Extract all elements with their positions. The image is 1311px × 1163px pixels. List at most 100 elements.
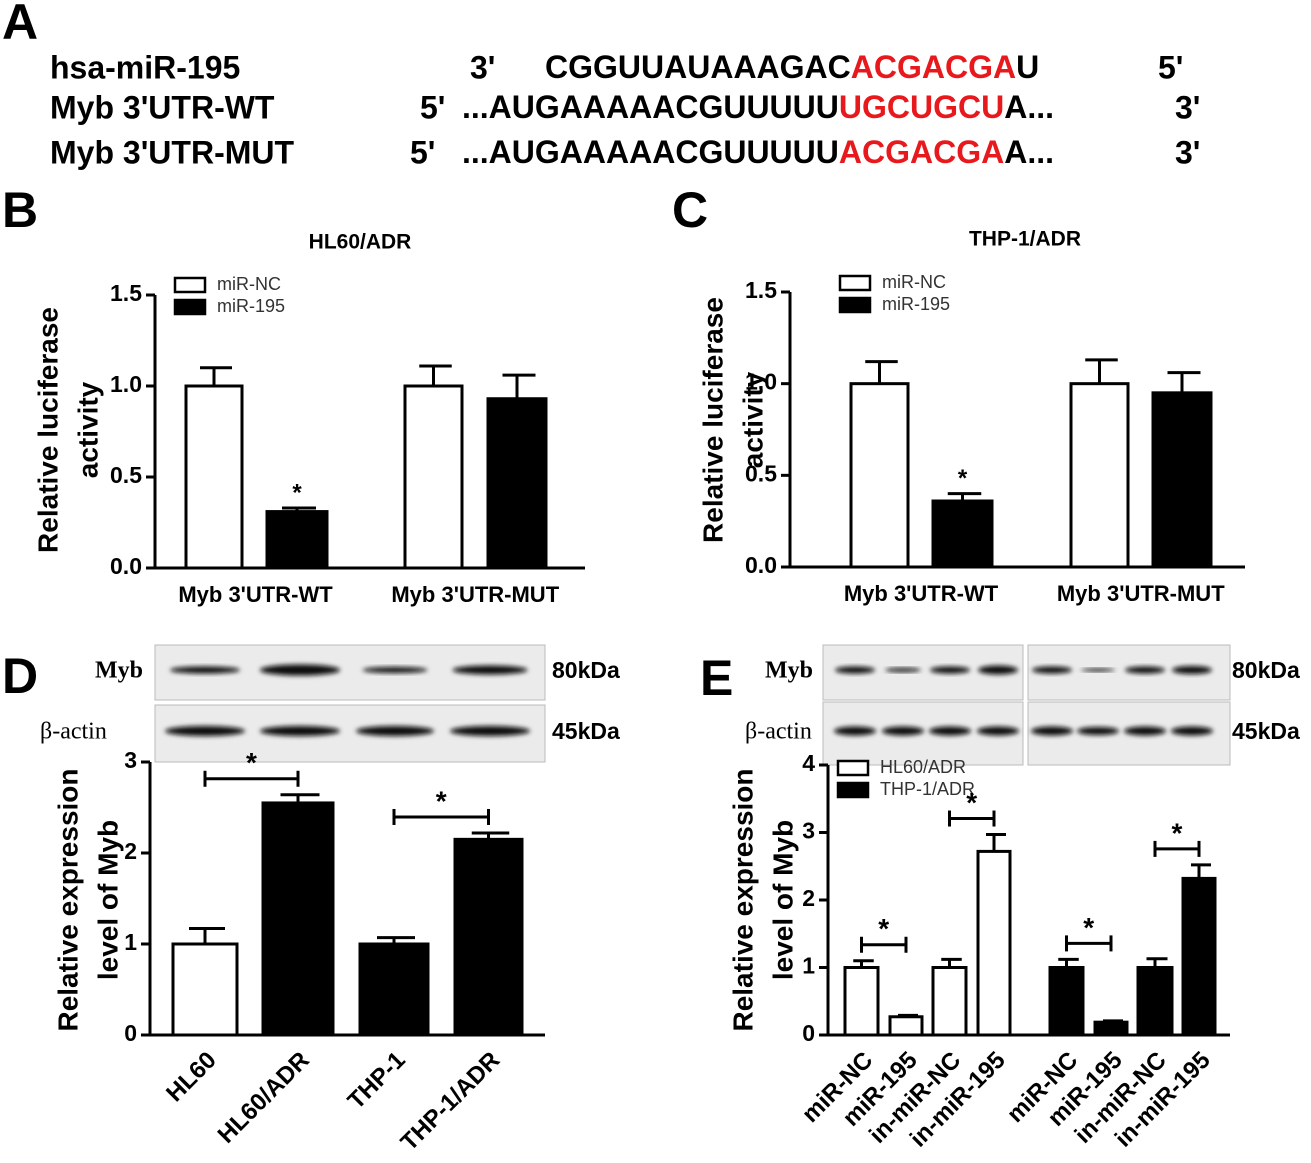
blot-band bbox=[1171, 726, 1213, 736]
panel-label: E bbox=[700, 650, 733, 706]
legend-label: miR-NC bbox=[217, 274, 281, 294]
legend-swatch bbox=[838, 274, 872, 292]
significance: * bbox=[1083, 912, 1094, 943]
significance: * bbox=[292, 479, 302, 506]
y-tick-label: 0 bbox=[802, 1020, 815, 1046]
blot-size: 45kDa bbox=[552, 718, 620, 744]
seed-region: ACGACGA bbox=[839, 134, 1004, 170]
blot-label: Myb bbox=[765, 658, 813, 684]
blot-band bbox=[834, 726, 876, 736]
bar bbox=[888, 1015, 924, 1037]
blot-band bbox=[170, 666, 240, 674]
blot-band bbox=[356, 726, 434, 736]
panel-label: A bbox=[2, 0, 38, 50]
sequence: ...AUGAAAAACGUUUUUUGCUGCUA... bbox=[462, 89, 1054, 125]
blot-band bbox=[929, 726, 971, 736]
y-axis-label: Relative luciferase bbox=[32, 307, 63, 553]
bar bbox=[184, 384, 244, 570]
x-tick-label: Myb 3'UTR-MUT bbox=[391, 582, 559, 607]
bar bbox=[261, 801, 335, 1037]
sequence-part: CGGUUAUAAAGAC bbox=[545, 49, 851, 85]
x-tick-label: HL60 bbox=[161, 1047, 222, 1108]
sequence-part: A... bbox=[1004, 134, 1054, 170]
y-tick-label: 0 bbox=[124, 1020, 137, 1046]
y-tick-label: 2 bbox=[124, 838, 137, 864]
y-tick-label: 3 bbox=[124, 747, 137, 773]
sequence: ...AUGAAAAACGUUUUUACGACGAA... bbox=[462, 134, 1054, 170]
y-tick-label: 1.5 bbox=[110, 280, 142, 306]
sequence: CGGUUAUAAAGACACGACGAU bbox=[545, 49, 1039, 85]
sequence-end: 5' bbox=[420, 89, 445, 125]
bar bbox=[171, 942, 239, 1037]
y-axis-label: activity bbox=[72, 381, 103, 478]
x-tick-label: THP-1 bbox=[343, 1047, 411, 1115]
sequence-part: A... bbox=[1004, 89, 1054, 125]
y-tick-label: 3 bbox=[802, 818, 815, 844]
sequence-part: ...AUGAAAAACGUUUUU bbox=[462, 134, 839, 170]
y-tick-label: 1 bbox=[802, 953, 815, 979]
blot-band bbox=[835, 666, 875, 674]
sequence-end: 5' bbox=[1158, 49, 1183, 85]
significance: * bbox=[436, 785, 447, 816]
y-axis-label: Relative expression bbox=[727, 768, 758, 1031]
y-tick-label: 1.0 bbox=[745, 369, 777, 395]
y-tick-label: 1.5 bbox=[745, 277, 777, 303]
sequence-end: 5' bbox=[410, 134, 435, 170]
seed-region: ACGACGA bbox=[851, 49, 1016, 85]
blot-size: 80kDa bbox=[1232, 657, 1300, 683]
bar bbox=[265, 510, 329, 570]
sequence-name: Myb 3'UTR-WT bbox=[50, 89, 275, 125]
panel-label: C bbox=[672, 182, 708, 238]
blot-band bbox=[165, 726, 245, 736]
panel-label: D bbox=[2, 648, 38, 704]
bar bbox=[358, 942, 430, 1037]
significance: * bbox=[958, 465, 968, 492]
y-tick-label: 0.5 bbox=[745, 460, 777, 486]
sequence-name: Myb 3'UTR-MUT bbox=[50, 134, 294, 170]
y-tick-label: 1 bbox=[124, 929, 137, 955]
blot-band bbox=[882, 726, 924, 736]
panel-label: B bbox=[2, 182, 38, 238]
blot-band bbox=[930, 666, 970, 674]
blot-band bbox=[452, 665, 528, 675]
chart-title: THP-1/ADR bbox=[969, 228, 1081, 251]
significance: * bbox=[878, 913, 889, 944]
blot-band bbox=[1031, 726, 1073, 736]
bar bbox=[1048, 966, 1085, 1037]
blot-band bbox=[1124, 726, 1166, 736]
legend-label: HL60/ADR bbox=[880, 757, 966, 777]
blot-band bbox=[362, 667, 428, 673]
y-tick-label: 0.0 bbox=[110, 553, 142, 579]
sequence-end: 3' bbox=[1175, 89, 1200, 125]
legend-label: THP-1/ADR bbox=[880, 779, 975, 799]
bar bbox=[1181, 876, 1217, 1037]
blot-band bbox=[978, 665, 1018, 675]
bar bbox=[976, 849, 1012, 1037]
sequence-end: 3' bbox=[1175, 134, 1200, 170]
x-tick-label: Myb 3'UTR-MUT bbox=[1057, 581, 1225, 606]
legend-label: miR-195 bbox=[217, 296, 285, 316]
bar bbox=[486, 397, 548, 570]
blot-band bbox=[450, 726, 530, 736]
y-axis-label: level of Myb bbox=[92, 820, 123, 980]
y-axis-label: level of Myb bbox=[767, 820, 798, 980]
blot-band bbox=[260, 726, 340, 736]
bar bbox=[931, 499, 994, 569]
legend-swatch bbox=[836, 781, 870, 799]
legend-swatch bbox=[838, 296, 872, 314]
x-tick-label: Myb 3'UTR-WT bbox=[178, 582, 333, 607]
blot-label: Myb bbox=[95, 658, 143, 684]
blot-band bbox=[977, 726, 1019, 736]
y-tick-label: 2 bbox=[802, 885, 815, 911]
significance: * bbox=[1172, 817, 1183, 848]
y-tick-label: 4 bbox=[802, 750, 815, 776]
bar bbox=[1093, 1020, 1129, 1037]
blot-band bbox=[260, 664, 340, 676]
bar bbox=[849, 382, 910, 569]
legend-swatch bbox=[836, 759, 870, 777]
sequence-part: U bbox=[1016, 49, 1039, 85]
legend-label: miR-195 bbox=[882, 294, 950, 314]
y-tick-label: 1.0 bbox=[110, 371, 142, 397]
legend-label: miR-NC bbox=[882, 272, 946, 292]
